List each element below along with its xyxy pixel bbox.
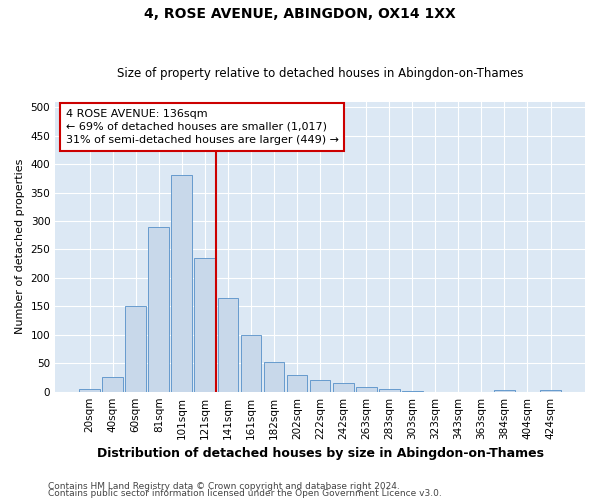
X-axis label: Distribution of detached houses by size in Abingdon-on-Thames: Distribution of detached houses by size … [97,447,544,460]
Bar [263,362,284,392]
Bar [310,380,331,392]
Bar [356,387,377,392]
Title: Size of property relative to detached houses in Abingdon-on-Thames: Size of property relative to detached ho… [117,66,523,80]
Bar [402,390,422,392]
Text: 4, ROSE AVENUE, ABINGDON, OX14 1XX: 4, ROSE AVENUE, ABINGDON, OX14 1XX [144,8,456,22]
Bar [494,390,515,392]
Y-axis label: Number of detached properties: Number of detached properties [15,159,25,334]
Bar [172,176,192,392]
Bar [241,335,262,392]
Text: Contains HM Land Registry data © Crown copyright and database right 2024.: Contains HM Land Registry data © Crown c… [48,482,400,491]
Bar [79,389,100,392]
Bar [333,382,353,392]
Text: 4 ROSE AVENUE: 136sqm
← 69% of detached houses are smaller (1,017)
31% of semi-d: 4 ROSE AVENUE: 136sqm ← 69% of detached … [66,109,339,145]
Bar [194,258,215,392]
Text: Contains public sector information licensed under the Open Government Licence v3: Contains public sector information licen… [48,488,442,498]
Bar [102,378,123,392]
Bar [379,390,400,392]
Bar [540,390,561,392]
Bar [148,226,169,392]
Bar [287,374,307,392]
Bar [125,306,146,392]
Bar [218,298,238,392]
